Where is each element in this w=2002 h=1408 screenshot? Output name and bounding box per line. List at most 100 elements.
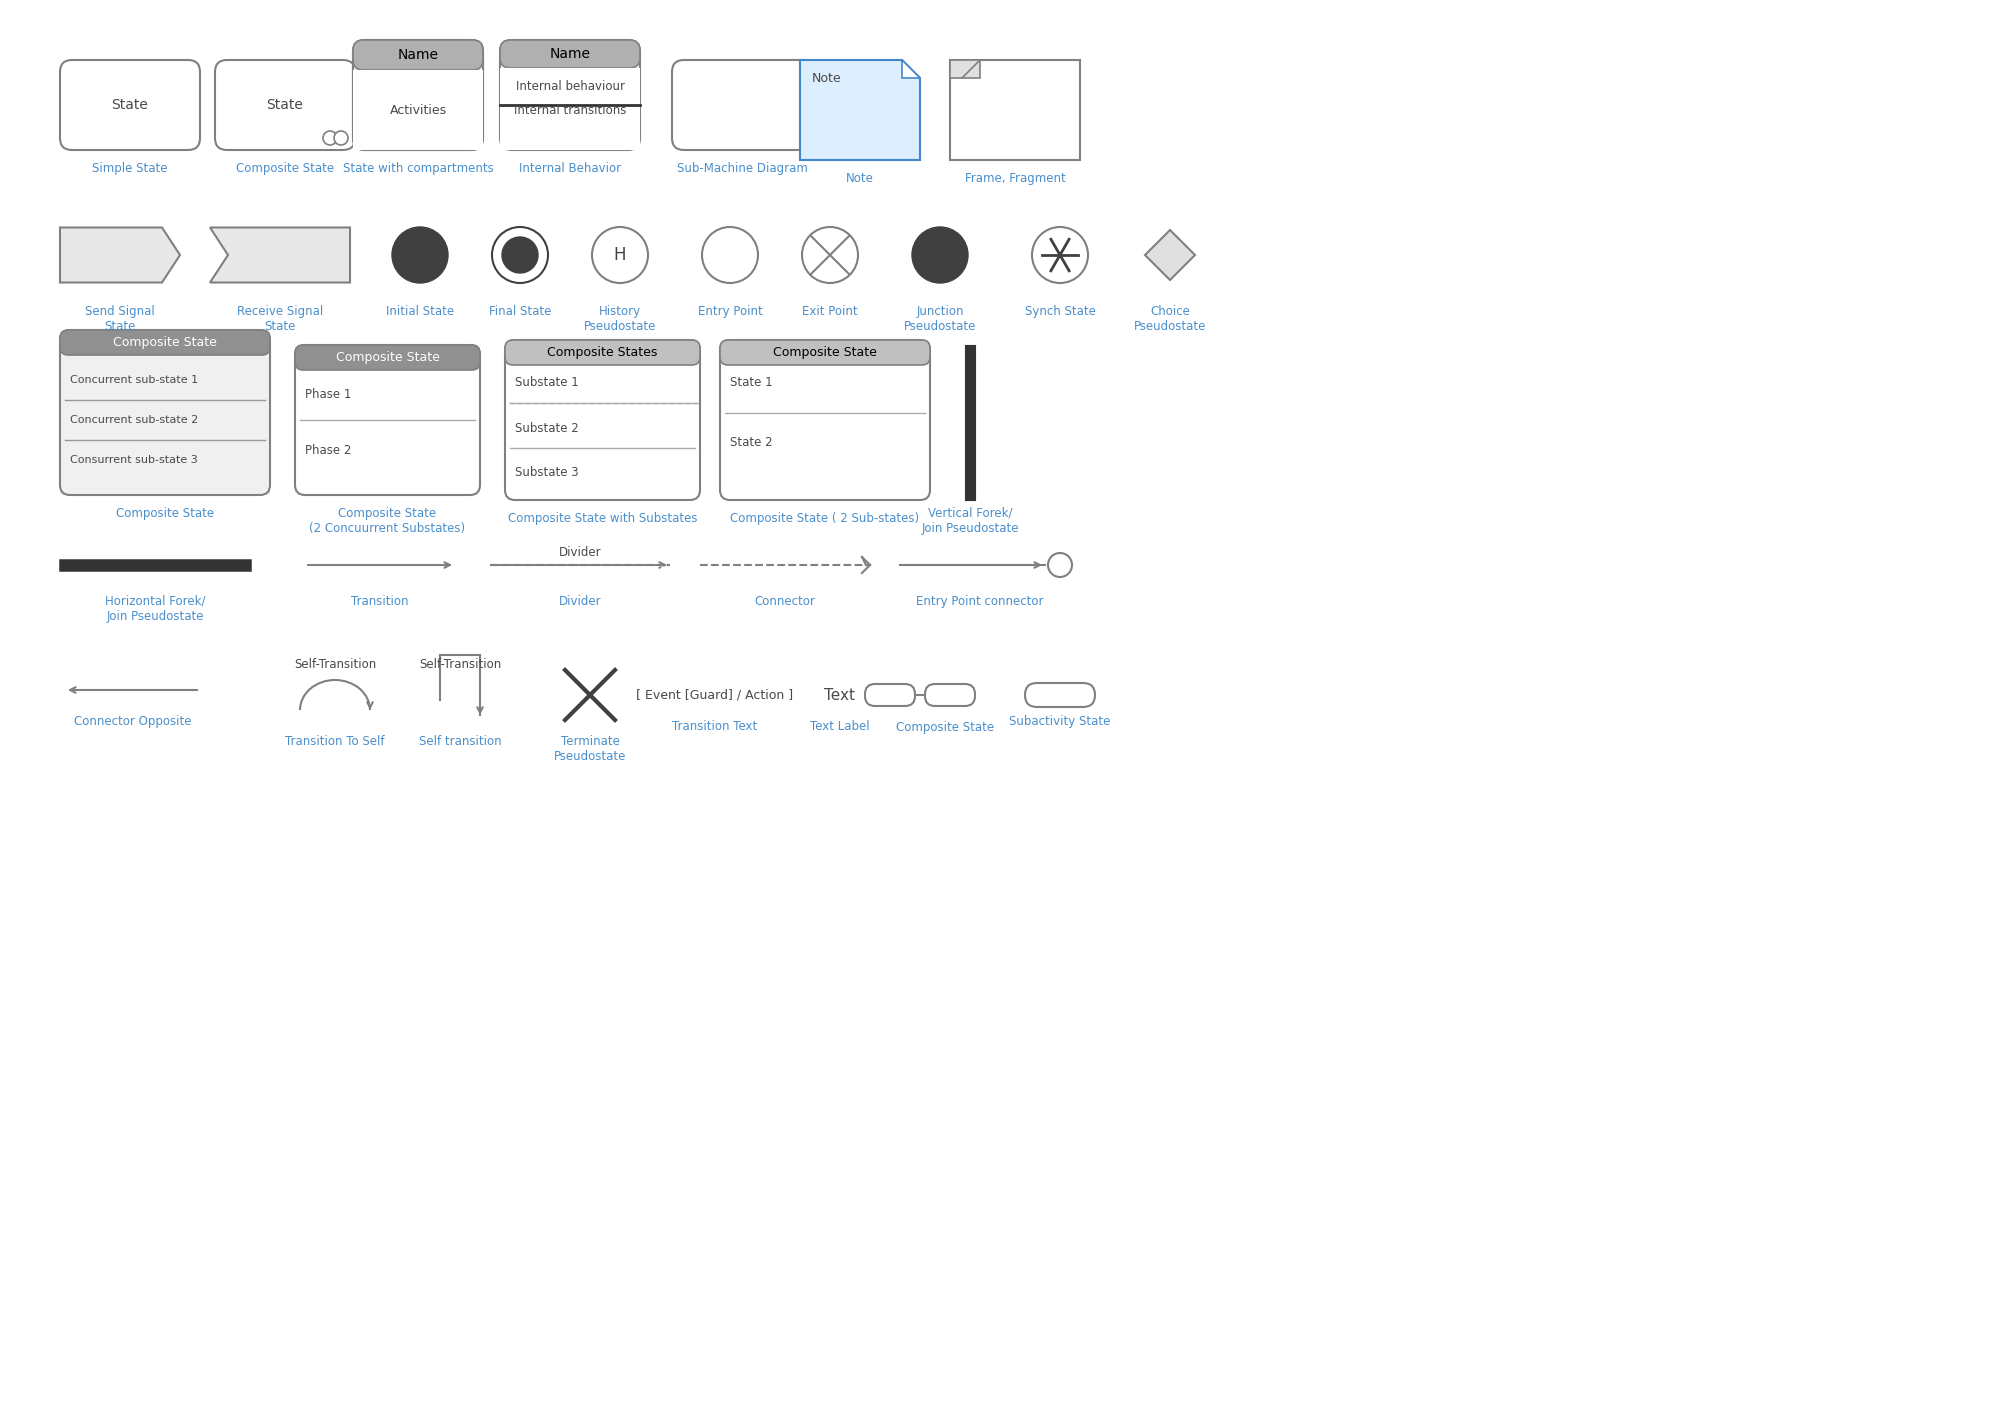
FancyBboxPatch shape bbox=[865, 684, 915, 705]
FancyBboxPatch shape bbox=[673, 61, 813, 151]
FancyBboxPatch shape bbox=[1025, 683, 1095, 707]
FancyBboxPatch shape bbox=[294, 345, 480, 370]
Text: Horizontal Forek/
Join Pseudostate: Horizontal Forek/ Join Pseudostate bbox=[104, 596, 206, 622]
Polygon shape bbox=[951, 61, 981, 77]
Text: Terminate
Pseudostate: Terminate Pseudostate bbox=[555, 735, 627, 763]
Text: Internal Behavior: Internal Behavior bbox=[519, 162, 621, 175]
Polygon shape bbox=[210, 228, 350, 283]
FancyBboxPatch shape bbox=[60, 329, 270, 355]
Text: Substate 3: Substate 3 bbox=[515, 466, 579, 480]
Text: Composite States: Composite States bbox=[547, 346, 659, 359]
Polygon shape bbox=[1145, 230, 1195, 280]
Circle shape bbox=[322, 131, 336, 145]
Bar bbox=[60, 355, 270, 496]
Circle shape bbox=[503, 237, 539, 273]
Text: State 2: State 2 bbox=[731, 436, 773, 449]
Text: Self-Transition: Self-Transition bbox=[294, 659, 376, 672]
Text: Name: Name bbox=[398, 48, 438, 62]
Circle shape bbox=[703, 227, 759, 283]
FancyBboxPatch shape bbox=[500, 39, 641, 68]
Text: Concurrent sub-state 2: Concurrent sub-state 2 bbox=[70, 415, 198, 425]
Circle shape bbox=[1047, 553, 1071, 577]
Text: Composite State: Composite State bbox=[116, 507, 214, 520]
Text: Internal transitions: Internal transitions bbox=[515, 104, 627, 117]
Text: Send Signal
State: Send Signal State bbox=[86, 306, 154, 334]
FancyBboxPatch shape bbox=[721, 339, 931, 365]
Text: Consurrent sub-state 3: Consurrent sub-state 3 bbox=[70, 455, 198, 465]
FancyBboxPatch shape bbox=[352, 39, 482, 70]
Text: Exit Point: Exit Point bbox=[803, 306, 857, 318]
Text: Junction
Pseudostate: Junction Pseudostate bbox=[903, 306, 977, 334]
Bar bbox=[352, 70, 482, 151]
Text: Entry Point: Entry Point bbox=[697, 306, 763, 318]
Text: Concurrent sub-state 1: Concurrent sub-state 1 bbox=[70, 375, 198, 384]
Text: Composite State with Substates: Composite State with Substates bbox=[509, 513, 697, 525]
FancyBboxPatch shape bbox=[60, 61, 200, 151]
Text: H: H bbox=[615, 246, 627, 265]
Text: Entry Point connector: Entry Point connector bbox=[917, 596, 1043, 608]
Text: State with compartments: State with compartments bbox=[342, 162, 492, 175]
Text: Transition: Transition bbox=[350, 596, 408, 608]
Polygon shape bbox=[801, 61, 921, 161]
Text: Note: Note bbox=[813, 72, 841, 84]
Text: Self-Transition: Self-Transition bbox=[418, 659, 500, 672]
Text: Connector: Connector bbox=[755, 596, 815, 608]
Circle shape bbox=[492, 227, 549, 283]
Text: Simple State: Simple State bbox=[92, 162, 168, 175]
Text: Initial State: Initial State bbox=[386, 306, 454, 318]
Text: Subactivity State: Subactivity State bbox=[1009, 715, 1111, 728]
Text: Substate 1: Substate 1 bbox=[515, 376, 579, 390]
Polygon shape bbox=[903, 61, 921, 77]
Text: Self transition: Self transition bbox=[418, 735, 500, 748]
Bar bbox=[505, 365, 701, 500]
Text: Name: Name bbox=[549, 46, 591, 61]
Text: Note: Note bbox=[847, 172, 875, 184]
Text: Composite State: Composite State bbox=[336, 351, 438, 365]
Text: Text: Text bbox=[825, 687, 855, 703]
Text: Transition Text: Transition Text bbox=[673, 719, 757, 734]
Text: Synch State: Synch State bbox=[1025, 306, 1095, 318]
Text: State 1: State 1 bbox=[731, 376, 773, 390]
Bar bbox=[294, 370, 480, 496]
Text: Text Label: Text Label bbox=[811, 719, 869, 734]
Text: Transition To Self: Transition To Self bbox=[284, 735, 384, 748]
Text: Divider: Divider bbox=[559, 546, 601, 559]
Text: Phase 1: Phase 1 bbox=[304, 389, 352, 401]
Text: Composite State: Composite State bbox=[773, 346, 877, 359]
Text: Substate 2: Substate 2 bbox=[515, 421, 579, 435]
Bar bbox=[721, 365, 931, 500]
Text: Activities: Activities bbox=[390, 104, 446, 117]
Text: Composite State
(2 Concuurrent Substates): Composite State (2 Concuurrent Substates… bbox=[310, 507, 466, 535]
Circle shape bbox=[392, 227, 448, 283]
Circle shape bbox=[913, 227, 969, 283]
Text: Composite State: Composite State bbox=[112, 337, 216, 349]
Circle shape bbox=[803, 227, 859, 283]
Text: State: State bbox=[112, 99, 148, 113]
Circle shape bbox=[593, 227, 649, 283]
Text: Sub-Machine Diagram: Sub-Machine Diagram bbox=[677, 162, 807, 175]
Text: Choice
Pseudostate: Choice Pseudostate bbox=[1133, 306, 1205, 334]
Text: Receive Signal
State: Receive Signal State bbox=[236, 306, 322, 334]
Circle shape bbox=[1031, 227, 1087, 283]
FancyBboxPatch shape bbox=[505, 339, 701, 365]
Text: Frame, Fragment: Frame, Fragment bbox=[965, 172, 1065, 184]
FancyBboxPatch shape bbox=[925, 684, 975, 705]
Bar bbox=[500, 68, 641, 151]
Text: Connector Opposite: Connector Opposite bbox=[74, 715, 192, 728]
Polygon shape bbox=[60, 228, 180, 283]
Text: History
Pseudostate: History Pseudostate bbox=[585, 306, 657, 334]
Text: [ Event [Guard] / Action ]: [ Event [Guard] / Action ] bbox=[637, 689, 793, 701]
Bar bbox=[951, 61, 1079, 161]
Circle shape bbox=[334, 131, 348, 145]
Text: Composite State: Composite State bbox=[897, 721, 995, 734]
Text: State: State bbox=[266, 99, 304, 113]
Text: Internal behaviour: Internal behaviour bbox=[515, 79, 625, 93]
Text: Phase 2: Phase 2 bbox=[304, 444, 352, 456]
Text: Divider: Divider bbox=[559, 596, 601, 608]
Text: Composite State: Composite State bbox=[236, 162, 334, 175]
Text: Vertical Forek/
Join Pseudostate: Vertical Forek/ Join Pseudostate bbox=[921, 507, 1019, 535]
Text: Composite State ( 2 Sub-states): Composite State ( 2 Sub-states) bbox=[731, 513, 919, 525]
FancyBboxPatch shape bbox=[214, 61, 354, 151]
FancyBboxPatch shape bbox=[352, 39, 482, 151]
Text: Final State: Final State bbox=[488, 306, 551, 318]
